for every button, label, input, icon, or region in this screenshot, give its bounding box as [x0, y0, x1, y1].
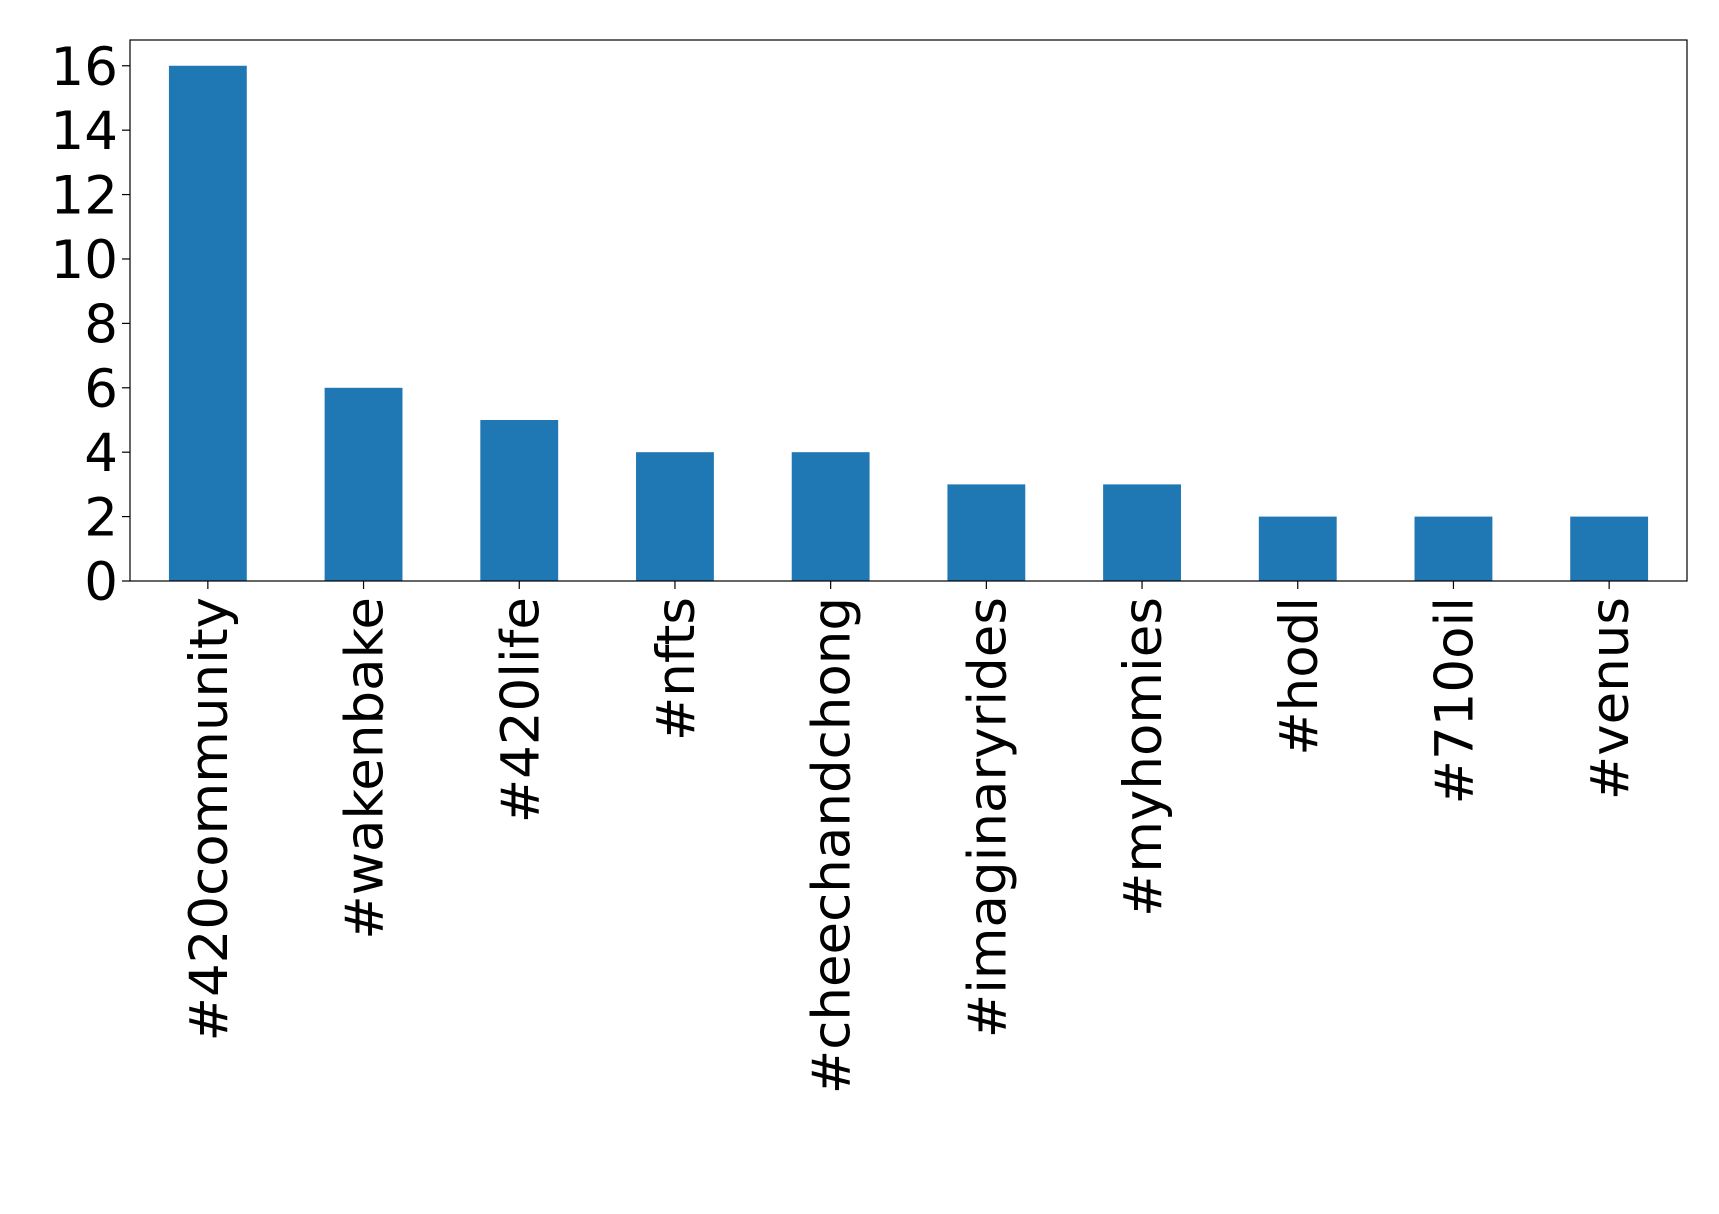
- bar: [636, 452, 714, 581]
- y-tick-label: 12: [51, 166, 118, 227]
- x-tick-label: #imaginaryrides: [957, 597, 1018, 1038]
- x-tick-label: #wakenbake: [335, 597, 396, 940]
- bar: [1258, 516, 1337, 581]
- x-tick-label: #myhomies: [1113, 597, 1174, 917]
- bar: [1103, 484, 1181, 581]
- y-tick-label: 6: [84, 359, 118, 420]
- y-tick-label: 8: [84, 294, 118, 355]
- x-tick-label: #710oil: [1424, 597, 1485, 804]
- x-tick-label: #420life: [490, 597, 551, 823]
- bar: [324, 387, 403, 581]
- bar: [947, 484, 1026, 581]
- x-tick-label: #venus: [1580, 597, 1641, 800]
- bar: [1570, 516, 1649, 581]
- y-tick-label: 16: [51, 37, 118, 98]
- y-tick-label: 2: [84, 488, 118, 549]
- x-tick-label: #hodl: [1269, 597, 1330, 756]
- x-tick-label: #420community: [179, 597, 240, 1041]
- y-tick-label: 14: [51, 101, 118, 162]
- y-tick-label: 10: [51, 230, 118, 291]
- bar: [1414, 516, 1493, 581]
- y-tick-label: 0: [84, 552, 118, 613]
- x-tick-label: #nfts: [646, 597, 707, 741]
- plot-frame: [129, 39, 1688, 582]
- bar: [168, 65, 247, 581]
- y-tick-label: 4: [84, 423, 118, 484]
- x-tick-label: #cheechandchong: [802, 597, 863, 1094]
- bar: [480, 419, 559, 581]
- bar: [791, 452, 870, 581]
